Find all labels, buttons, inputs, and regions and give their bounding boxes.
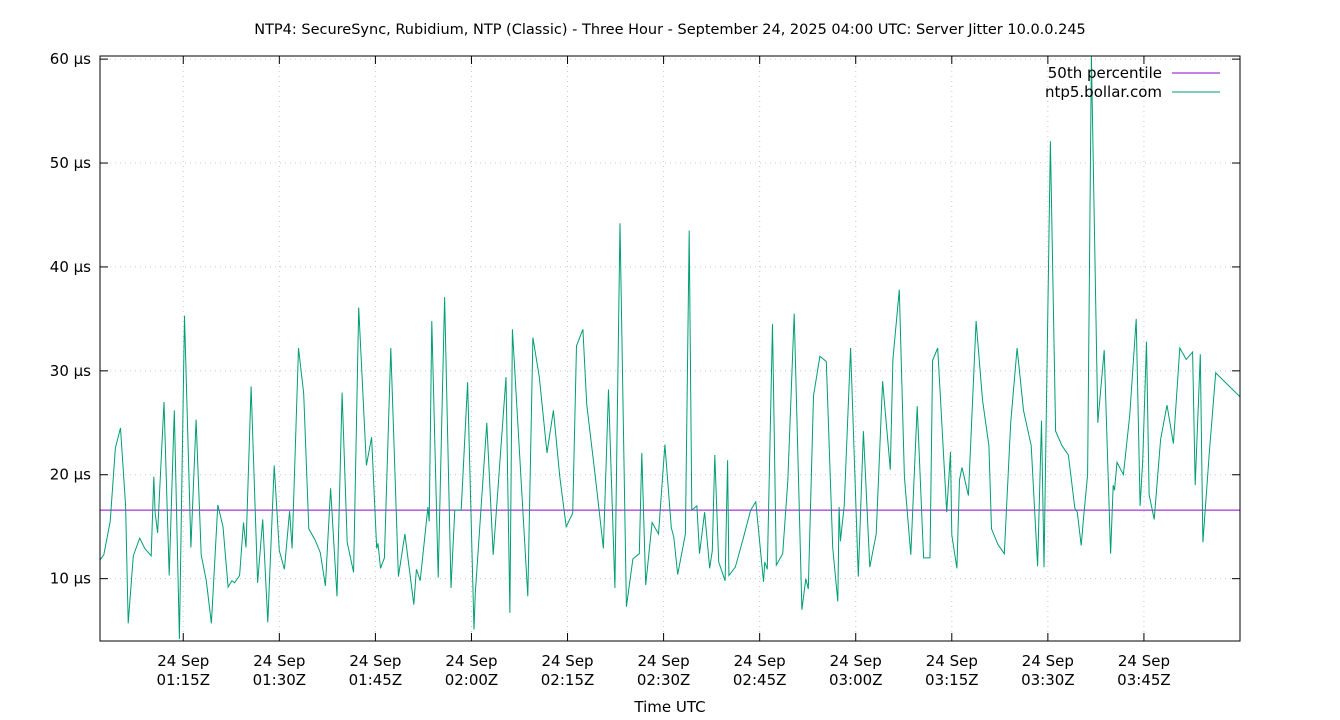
y-tick-label: 20 µs (50, 466, 91, 484)
y-tick-label: 30 µs (50, 362, 91, 380)
x-tick-label-date: 24 Sep (1022, 652, 1074, 670)
grid-lines (100, 56, 1240, 641)
x-tick-label-time: 01:15Z (157, 671, 211, 689)
y-tick-label: 60 µs (50, 50, 91, 68)
x-axis-label: Time UTC (633, 698, 705, 716)
chart-title: NTP4: SecureSync, Rubidium, NTP (Classic… (254, 22, 1086, 38)
x-tick-label-date: 24 Sep (734, 652, 786, 670)
x-tick-label-time: 02:00Z (445, 671, 499, 689)
x-tick-label-time: 02:30Z (637, 671, 691, 689)
x-tick-label-date: 24 Sep (349, 652, 401, 670)
x-tick-label-date: 24 Sep (926, 652, 978, 670)
x-tick-label-time: 02:45Z (733, 671, 787, 689)
plot-frame (99, 55, 1241, 642)
x-tick-label-date: 24 Sep (638, 652, 690, 670)
x-tick-label-time: 03:00Z (829, 671, 883, 689)
x-tick-label-date: 24 Sep (253, 652, 305, 670)
x-tick-label-time: 03:15Z (925, 671, 979, 689)
x-tick-label-time: 03:30Z (1021, 671, 1075, 689)
x-tick-label-time: 03:45Z (1117, 671, 1171, 689)
x-tick-label-date: 24 Sep (1118, 652, 1170, 670)
legend-label: ntp5.bollar.com (1045, 83, 1162, 101)
x-tick-label-time: 02:15Z (541, 671, 595, 689)
x-tick-label-time: 01:30Z (253, 671, 307, 689)
x-tick-label-time: 01:45Z (349, 671, 403, 689)
x-tick-label-date: 24 Sep (830, 652, 882, 670)
x-tick-label-date: 24 Sep (541, 652, 593, 670)
legend-label: 50th percentile (1048, 64, 1162, 82)
y-tick-label: 10 µs (50, 570, 91, 588)
x-tick-label-date: 24 Sep (445, 652, 497, 670)
y-tick-label: 40 µs (50, 258, 91, 276)
y-tick-label: 50 µs (50, 154, 91, 172)
x-tick-label-date: 24 Sep (157, 652, 209, 670)
series-line (99, 55, 1241, 639)
series-group (99, 55, 1241, 639)
